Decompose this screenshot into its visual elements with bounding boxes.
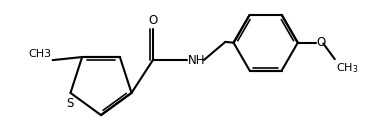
Text: NH: NH xyxy=(188,55,206,67)
Text: O: O xyxy=(148,14,158,27)
Text: CH$_3$: CH$_3$ xyxy=(336,61,358,75)
Text: S: S xyxy=(66,96,73,110)
Text: O: O xyxy=(316,36,326,49)
Text: CH3: CH3 xyxy=(28,49,51,59)
